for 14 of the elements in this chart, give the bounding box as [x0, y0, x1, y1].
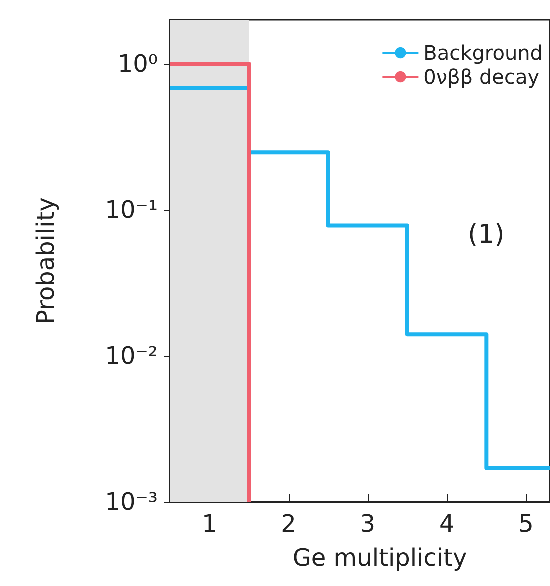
y-axis-title: Probability [32, 198, 60, 324]
legend-label: Background [424, 41, 544, 65]
x-axis-title: Ge multiplicity [292, 544, 468, 572]
y-tick-label: 10⁰ [118, 50, 158, 78]
y-tick-label: 10⁻¹ [105, 196, 158, 224]
annotation: (1) [468, 220, 505, 250]
legend-label: 0νββ decay [424, 65, 540, 89]
x-tick-label: 4 [439, 510, 455, 538]
x-tick-label: 3 [360, 510, 376, 538]
x-tick-label: 5 [518, 510, 534, 538]
y-tick-label: 10⁻² [105, 342, 158, 370]
x-tick-label: 1 [202, 510, 218, 538]
x-tick-label: 2 [281, 510, 296, 538]
y-tick-label: 10⁻³ [105, 488, 158, 516]
